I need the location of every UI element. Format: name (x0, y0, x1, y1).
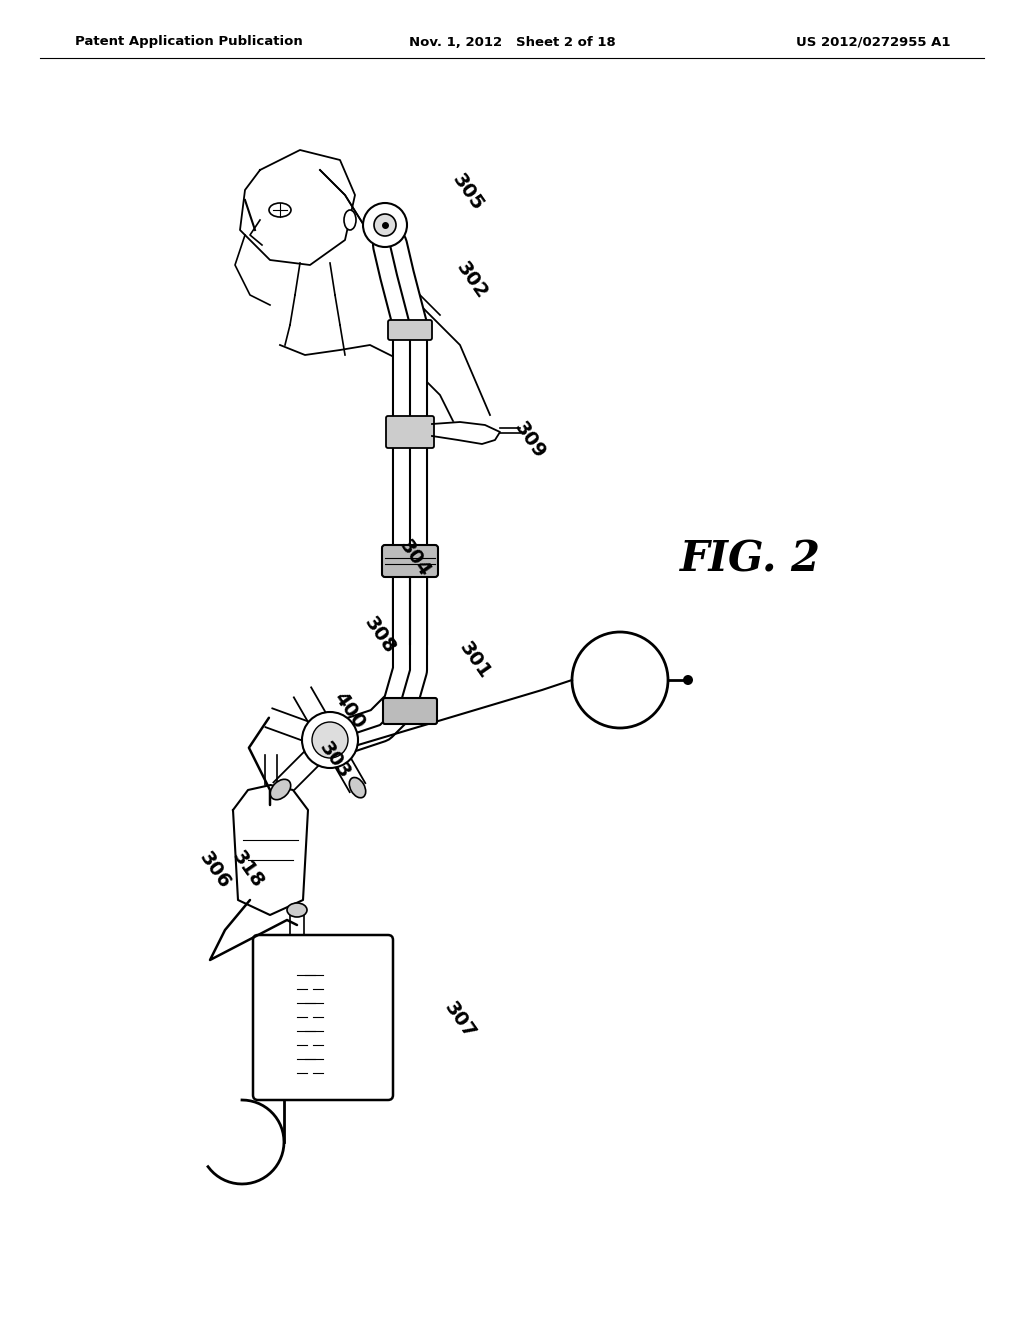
Polygon shape (273, 733, 337, 796)
Ellipse shape (270, 779, 291, 800)
Ellipse shape (287, 903, 307, 917)
Polygon shape (432, 422, 500, 444)
Polygon shape (264, 755, 276, 785)
Text: 400: 400 (330, 688, 369, 733)
Text: 309: 309 (510, 418, 549, 462)
FancyBboxPatch shape (383, 698, 437, 723)
Circle shape (312, 722, 348, 758)
Polygon shape (240, 150, 355, 265)
Text: 308: 308 (360, 612, 398, 657)
Text: 302: 302 (452, 257, 490, 302)
Ellipse shape (349, 777, 366, 797)
Text: Patent Application Publication: Patent Application Publication (75, 36, 303, 49)
Circle shape (374, 214, 396, 236)
Polygon shape (290, 912, 304, 940)
Circle shape (683, 675, 693, 685)
Text: 305: 305 (449, 170, 486, 214)
FancyBboxPatch shape (382, 545, 438, 577)
Text: 306: 306 (195, 847, 233, 892)
Polygon shape (280, 345, 460, 436)
Text: 301: 301 (455, 638, 494, 682)
Circle shape (362, 203, 407, 247)
FancyBboxPatch shape (253, 935, 393, 1100)
Polygon shape (233, 785, 308, 915)
Polygon shape (294, 688, 339, 744)
Polygon shape (258, 940, 388, 1096)
Polygon shape (265, 709, 334, 750)
Circle shape (302, 711, 358, 768)
FancyBboxPatch shape (386, 416, 434, 447)
Text: 307: 307 (440, 998, 479, 1041)
Text: 304: 304 (395, 536, 434, 579)
Text: 318: 318 (228, 847, 267, 892)
Text: FIG. 2: FIG. 2 (680, 539, 821, 581)
Text: 303: 303 (315, 738, 353, 781)
Text: US 2012/0272955 A1: US 2012/0272955 A1 (796, 36, 950, 49)
Polygon shape (323, 735, 366, 792)
FancyBboxPatch shape (388, 319, 432, 341)
Ellipse shape (344, 210, 356, 230)
Text: Nov. 1, 2012   Sheet 2 of 18: Nov. 1, 2012 Sheet 2 of 18 (409, 36, 615, 49)
